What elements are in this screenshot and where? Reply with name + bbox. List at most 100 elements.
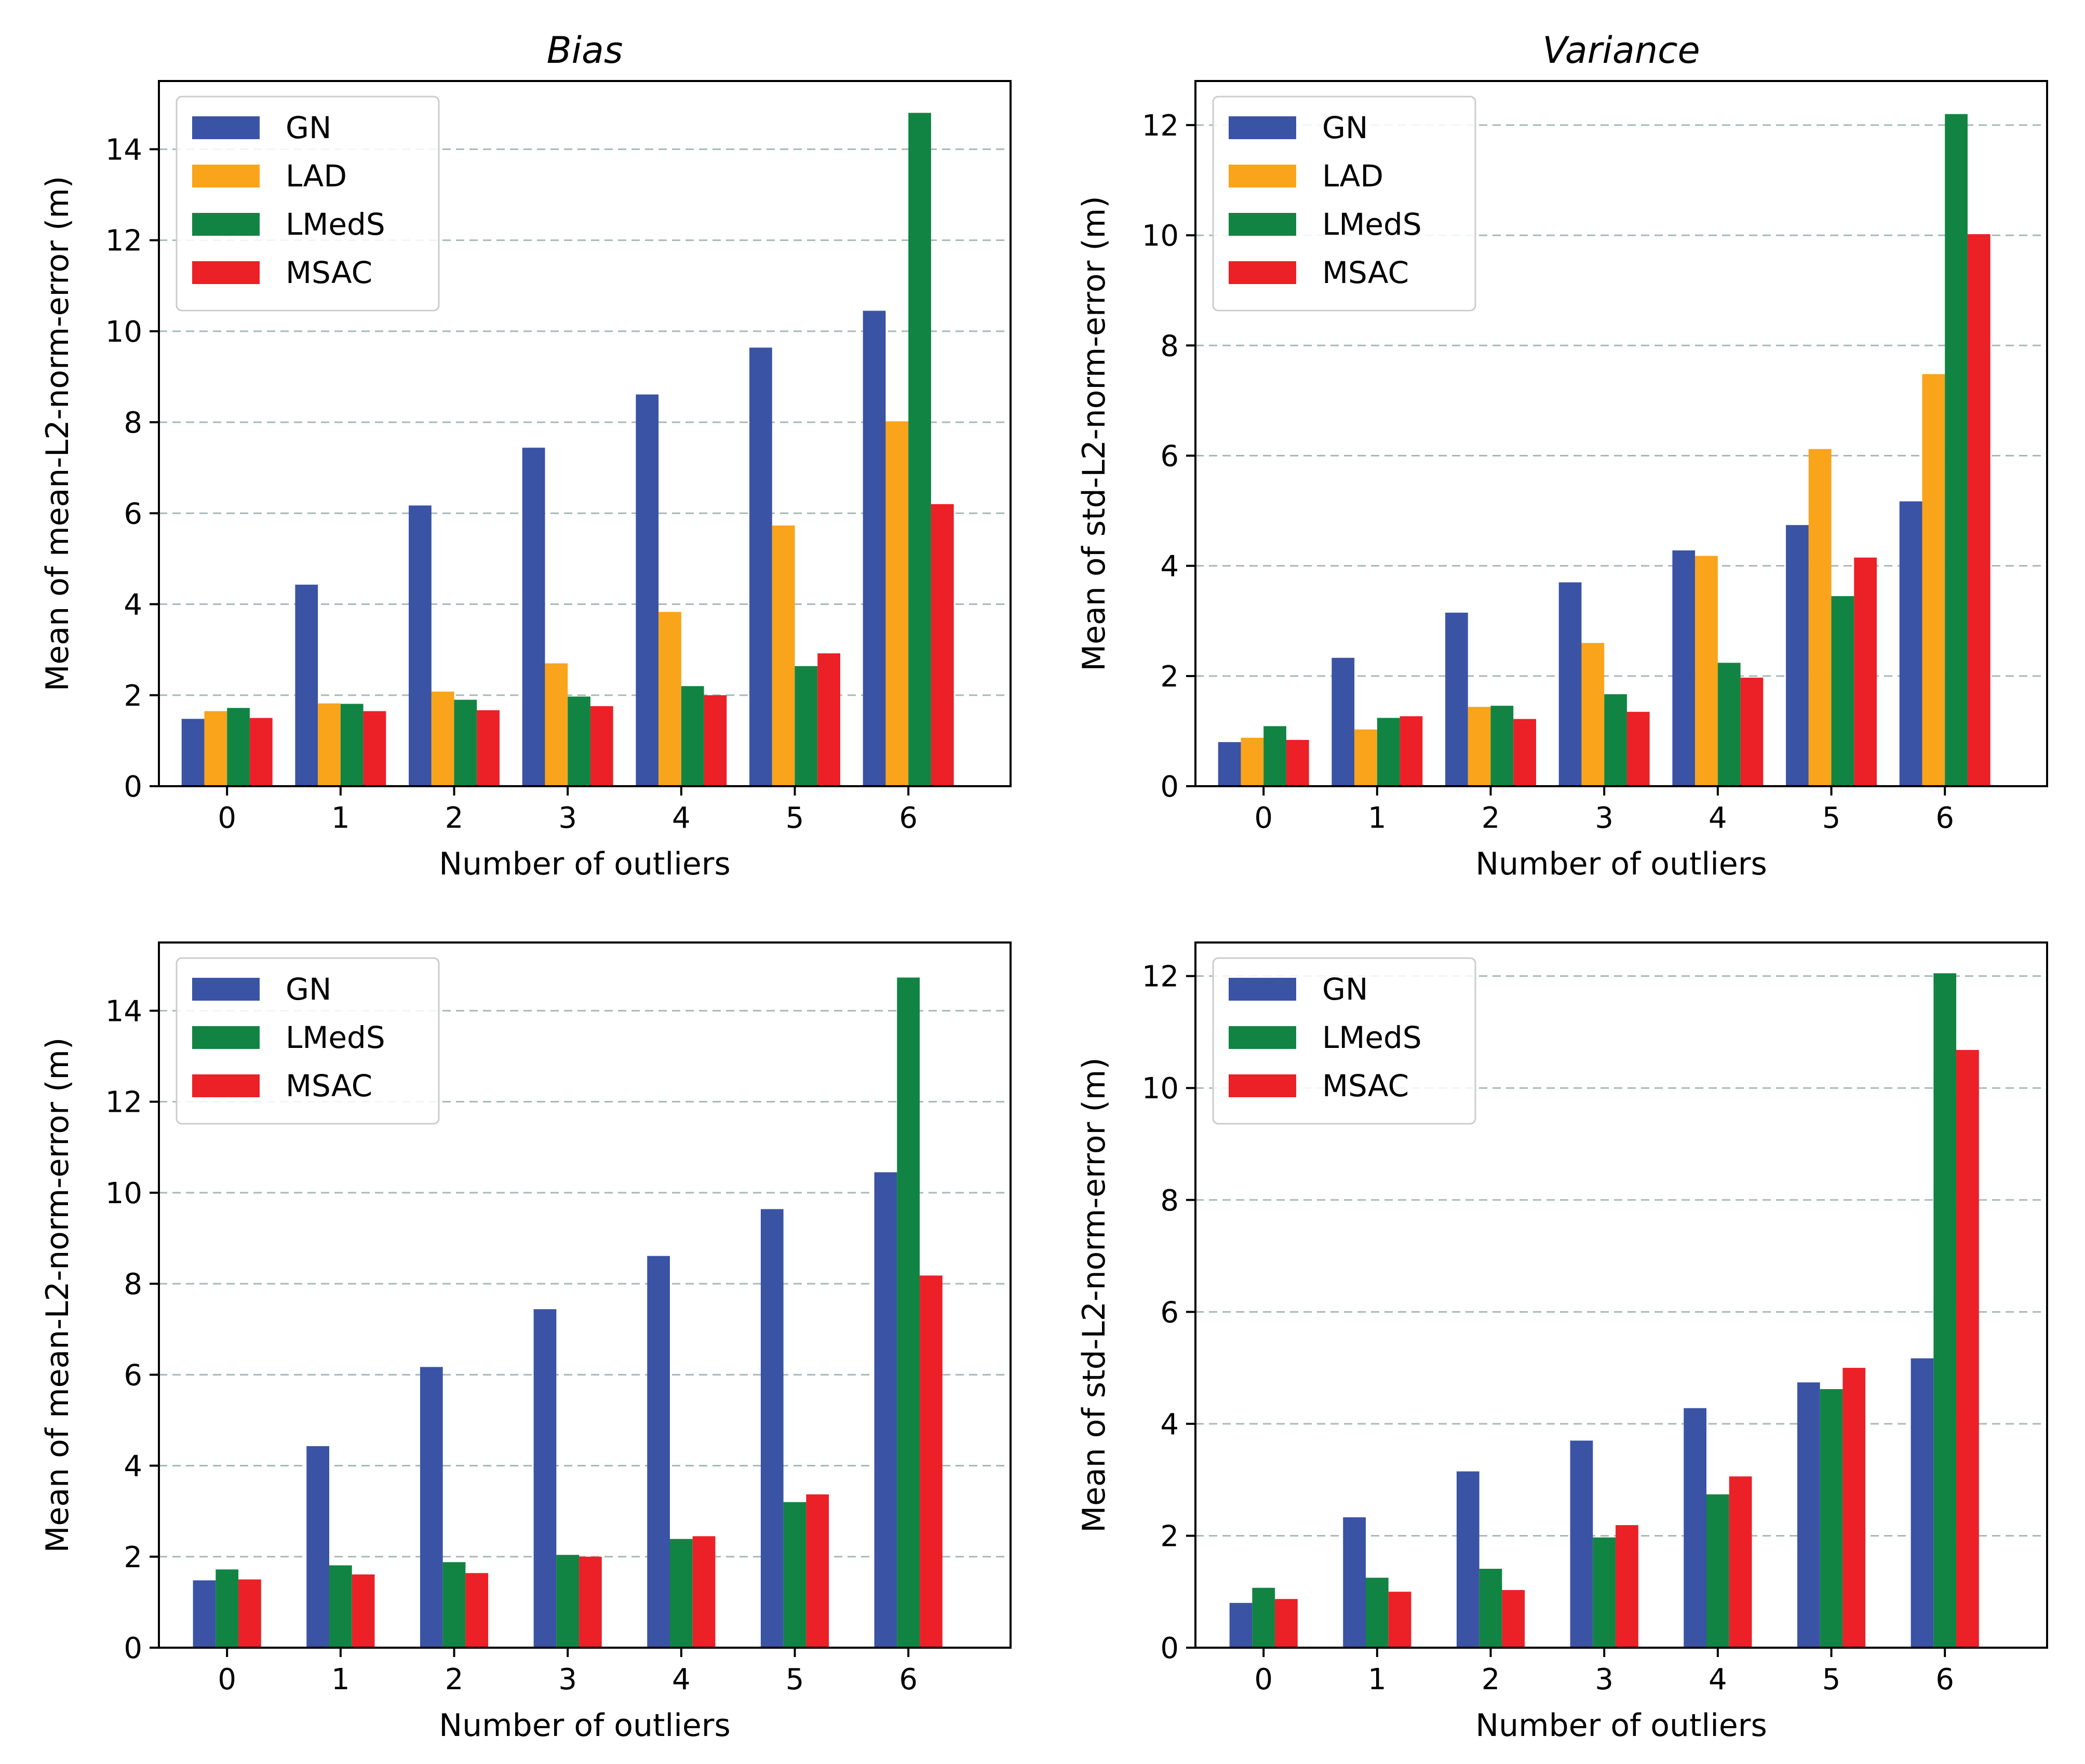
x-axis-label: Number of outliers (439, 846, 730, 882)
legend-label-lad: LAD (286, 158, 347, 194)
y-tick-label: 4 (124, 1450, 142, 1484)
bar-lmeds-4 (681, 686, 704, 786)
bar-msac-0 (249, 718, 273, 786)
bar-gn-0 (193, 1580, 216, 1648)
bar-lad-3 (1581, 643, 1605, 786)
legend-swatch-lmeds (192, 213, 260, 236)
bar-gn-3 (1558, 582, 1582, 786)
bar-msac-6 (1967, 234, 1990, 786)
x-tick-label: 5 (1822, 801, 1841, 835)
legend: GN LMedS MSAC (176, 957, 440, 1125)
bar-lmeds-4 (670, 1539, 693, 1648)
x-tick-label: 6 (1935, 801, 1954, 835)
bar-lmeds-2 (442, 1562, 466, 1648)
legend-swatch-lmeds (1229, 1026, 1296, 1049)
bar-lmeds-6 (897, 977, 920, 1648)
y-tick-label: 0 (124, 770, 142, 804)
x-tick-label: 4 (672, 801, 691, 835)
x-tick-label: 6 (899, 1663, 918, 1696)
y-tick-label: 6 (124, 1358, 142, 1392)
legend-swatch-lad (192, 165, 260, 187)
bar-msac-5 (817, 653, 840, 786)
y-tick-label: 0 (1160, 770, 1179, 804)
bar-gn-2 (1445, 612, 1468, 786)
x-tick-label: 2 (445, 1663, 464, 1696)
legend-swatch-msac (1229, 1074, 1296, 1097)
bar-msac-6 (1956, 1049, 1979, 1648)
bar-gn-0 (181, 719, 205, 786)
axes-frame (1194, 80, 2048, 787)
bar-lmeds-3 (568, 696, 590, 786)
y-tick-label: 14 (105, 133, 142, 167)
bar-lmeds-1 (1366, 1578, 1389, 1648)
legend-swatch-gn (1229, 978, 1296, 1001)
bar-lmeds-6 (908, 113, 931, 787)
legend-swatch-lmeds (192, 1026, 260, 1049)
y-axis-label: Mean of mean-L2-norm-error (m) (39, 1038, 76, 1553)
bar-gn-6 (1911, 1358, 1934, 1648)
bar-gn-0 (1218, 742, 1241, 786)
y-tick-label: 2 (1160, 1519, 1179, 1553)
x-tick-label: 5 (1822, 1663, 1841, 1696)
bar-msac-1 (1388, 1592, 1411, 1648)
y-tick-label: 0 (124, 1632, 142, 1665)
y-tick-label: 8 (1160, 329, 1179, 363)
x-tick-label: 6 (899, 801, 918, 835)
bar-lad-6 (885, 421, 909, 786)
x-tick-label: 1 (1368, 1663, 1387, 1696)
bar-msac-4 (1740, 677, 1764, 786)
legend-label-msac: MSAC (286, 1068, 372, 1103)
legend-swatch-lad (1229, 165, 1296, 187)
y-tick-label: 10 (1142, 1072, 1179, 1106)
bar-gn-4 (647, 1256, 670, 1648)
bar-gn-1 (295, 584, 318, 786)
y-axis-label: Mean of mean-L2-norm-error (m) (39, 176, 76, 692)
legend-box (176, 96, 440, 312)
bar-msac-4 (692, 1536, 716, 1648)
y-tick-label: 12 (105, 224, 142, 258)
bar-msac-2 (1502, 1590, 1525, 1648)
legend: GN LAD LMedS MSAC (1212, 96, 1476, 312)
x-tick-label: 1 (331, 1663, 350, 1696)
y-tick-label: 10 (105, 1177, 142, 1210)
legend-swatch-msac (192, 1074, 260, 1097)
y-tick-label: 4 (124, 588, 142, 622)
y-tick-label: 12 (1142, 109, 1179, 143)
bar-gn-6 (1899, 501, 1922, 786)
x-tick-label: 3 (558, 1663, 577, 1696)
bar-lad-0 (1241, 737, 1264, 786)
axes-frame (1194, 941, 2048, 1649)
x-tick-label: 5 (786, 1663, 804, 1696)
bar-lad-5 (772, 525, 795, 786)
bar-msac-3 (579, 1556, 602, 1648)
y-tick-label: 12 (105, 1086, 142, 1120)
bar-lmeds-2 (454, 699, 477, 786)
bar-lad-5 (1808, 449, 1832, 786)
bar-msac-1 (352, 1574, 375, 1648)
legend-swatch-gn (1229, 116, 1296, 139)
y-axis-label: Mean of std-L2-norm-error (m) (1076, 1057, 1112, 1532)
chart-title: Variance (1542, 29, 1700, 72)
x-tick-label: 4 (672, 1663, 691, 1696)
bar-msac-2 (477, 710, 500, 786)
bar-lmeds-1 (1377, 718, 1400, 786)
bar-msac-3 (1616, 1525, 1638, 1648)
bar-gn-6 (863, 311, 886, 786)
bar-lad-1 (1354, 729, 1377, 786)
bar-msac-6 (931, 504, 954, 786)
bar-lmeds-0 (1252, 1587, 1275, 1648)
y-tick-label: 8 (124, 1268, 142, 1301)
bar-lad-4 (658, 612, 681, 786)
bar-lmeds-0 (1263, 726, 1286, 786)
y-tick-label: 6 (1160, 439, 1179, 473)
bar-lmeds-5 (1831, 596, 1854, 786)
bar-gn-1 (306, 1446, 329, 1648)
bar-gn-4 (636, 394, 659, 786)
bar-lmeds-5 (1820, 1389, 1843, 1648)
x-axis-label: Number of outliers (439, 1707, 730, 1744)
legend-label-gn: GN (1322, 110, 1368, 145)
